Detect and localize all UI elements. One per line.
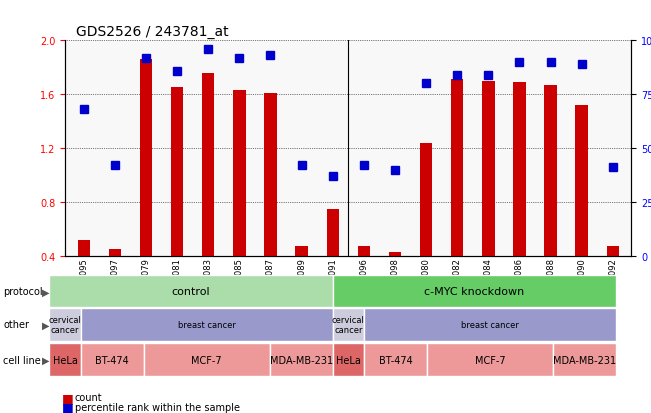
- Text: BT-474: BT-474: [379, 355, 412, 365]
- Bar: [575, 106, 588, 310]
- Bar: [482, 81, 495, 310]
- Text: ▶: ▶: [42, 320, 50, 330]
- Bar: [544, 85, 557, 310]
- Bar: [513, 83, 525, 310]
- Text: count: count: [75, 392, 102, 402]
- Text: BT-474: BT-474: [96, 355, 129, 365]
- Text: MDA-MB-231: MDA-MB-231: [270, 355, 333, 365]
- Bar: [327, 209, 339, 310]
- Bar: [202, 74, 214, 310]
- Text: ▶: ▶: [42, 355, 50, 365]
- Bar: [171, 88, 184, 310]
- Text: cervical
cancer: cervical cancer: [332, 315, 365, 334]
- Bar: [77, 240, 90, 310]
- Text: breast cancer: breast cancer: [178, 320, 236, 329]
- Text: GDS2526 / 243781_at: GDS2526 / 243781_at: [76, 25, 229, 39]
- Text: ■: ■: [62, 400, 74, 413]
- Bar: [451, 80, 464, 310]
- Text: ▶: ▶: [42, 287, 50, 297]
- Text: cell line: cell line: [3, 355, 41, 365]
- Text: HeLa: HeLa: [336, 355, 361, 365]
- Bar: [607, 247, 619, 310]
- Text: HeLa: HeLa: [53, 355, 77, 365]
- Text: ■: ■: [62, 391, 74, 404]
- Text: percentile rank within the sample: percentile rank within the sample: [75, 402, 240, 412]
- Bar: [233, 91, 245, 310]
- Bar: [296, 247, 308, 310]
- Bar: [264, 94, 277, 310]
- Text: other: other: [3, 320, 29, 330]
- Text: cervical
cancer: cervical cancer: [49, 315, 81, 334]
- Text: MDA-MB-231: MDA-MB-231: [553, 355, 616, 365]
- Text: MCF-7: MCF-7: [475, 355, 505, 365]
- Text: MCF-7: MCF-7: [191, 355, 222, 365]
- Bar: [140, 60, 152, 310]
- Text: breast cancer: breast cancer: [461, 320, 519, 329]
- Text: protocol: protocol: [3, 287, 43, 297]
- Bar: [357, 247, 370, 310]
- Bar: [109, 249, 121, 310]
- Text: c-MYC knockdown: c-MYC knockdown: [424, 287, 524, 297]
- Text: control: control: [172, 287, 210, 297]
- Bar: [389, 252, 401, 310]
- Bar: [420, 143, 432, 310]
